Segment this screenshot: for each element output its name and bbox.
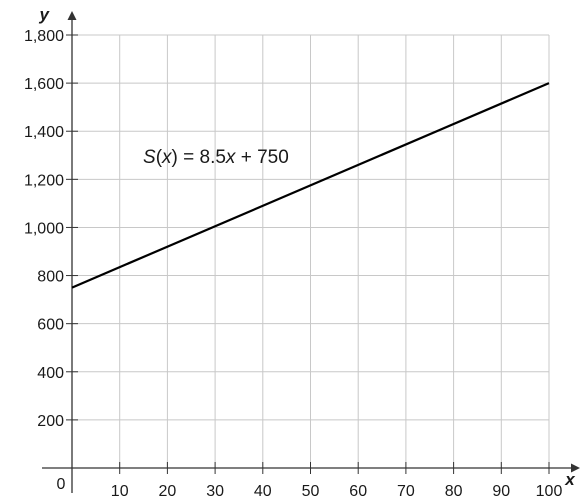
- x-tick-label: 70: [397, 483, 415, 498]
- x-tick-label: 40: [254, 483, 272, 498]
- y-axis-label: y: [39, 5, 51, 24]
- y-tick-label: 1,800: [24, 28, 64, 45]
- x-tick-label: 50: [302, 483, 320, 498]
- x-tick-label: 10: [111, 483, 129, 498]
- ticks: 10 20 30 40 50 60 70 80 90 100 200 400 600 800 1,000 1,…: [24, 28, 562, 498]
- annotation-prefix: S: [143, 147, 156, 168]
- annotation-var2: x: [225, 147, 237, 168]
- annotation-mid: ) = 8.5: [172, 147, 226, 168]
- x-axis-label: x: [564, 470, 576, 489]
- axes: [42, 11, 580, 493]
- y-tick-label: 400: [37, 365, 64, 382]
- origin-label: 0: [57, 476, 66, 493]
- x-tick-label: 90: [492, 483, 510, 498]
- y-tick-label: 1,600: [24, 76, 64, 93]
- x-axis-arrow: [571, 463, 580, 473]
- y-tick-label: 1,000: [24, 220, 64, 237]
- y-tick-label: 200: [37, 413, 64, 430]
- grid: [72, 34, 550, 468]
- annotation-open: (: [156, 147, 163, 168]
- y-tick-label: 1,400: [24, 124, 64, 141]
- y-tick-label: 800: [37, 269, 64, 286]
- x-tick-label: 60: [349, 483, 367, 498]
- series-line: [71, 82, 550, 289]
- x-tick-label: 20: [159, 483, 177, 498]
- y-tick-label: 1,200: [24, 172, 64, 189]
- y-tick-label: 600: [37, 317, 64, 334]
- series: [71, 82, 550, 289]
- x-tick-label: 80: [445, 483, 463, 498]
- y-axis-arrow: [67, 11, 77, 20]
- annotation-suffix: + 750: [235, 147, 288, 168]
- function-annotation: S(x) = 8.5x + 750: [143, 147, 289, 168]
- x-tick-label: 30: [206, 483, 224, 498]
- annotation-var: x: [161, 147, 173, 168]
- x-tick-label: 100: [536, 483, 563, 498]
